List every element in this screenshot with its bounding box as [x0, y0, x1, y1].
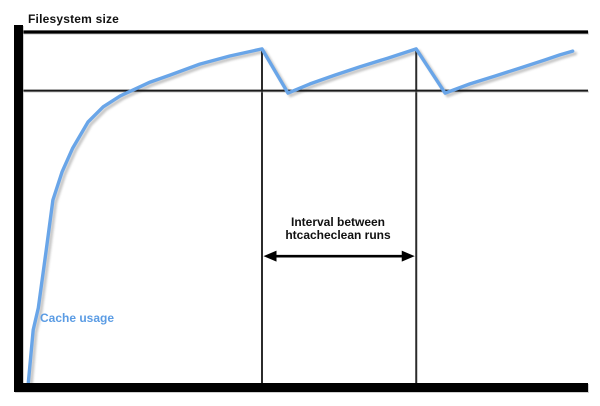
interval-annotation: Interval between htcacheclean runs	[285, 216, 390, 242]
interval-arrow-right-head	[401, 250, 415, 262]
interval-arrow-left-head	[263, 250, 277, 262]
cache-usage-label: Cache usage	[40, 311, 115, 325]
x-axis	[14, 383, 588, 392]
interval-annotation-line2: htcacheclean runs	[285, 228, 391, 242]
y-axis	[14, 25, 23, 392]
interval-annotation-line1: Interval between	[290, 215, 386, 229]
cache-usage-curve	[26, 47, 575, 387]
axes	[14, 25, 588, 392]
cache-usage-curve-shadow	[28, 49, 578, 390]
filesystem-size-label: Filesystem size	[28, 12, 120, 26]
